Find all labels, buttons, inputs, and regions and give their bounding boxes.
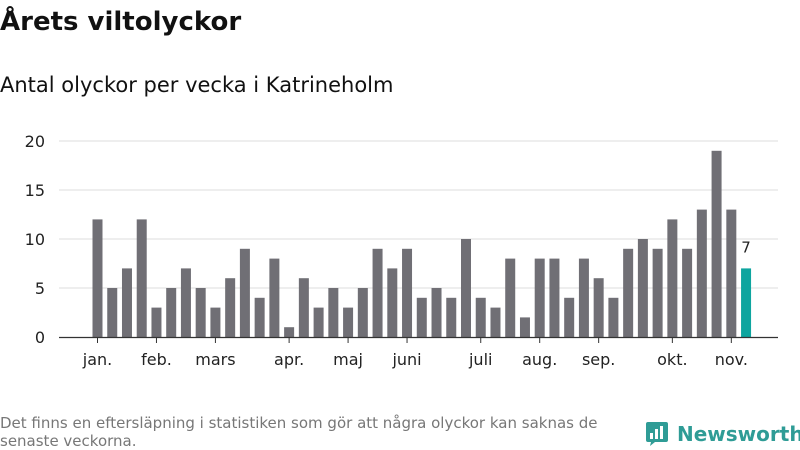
bar-week-21 <box>387 268 398 337</box>
bar-week-39 <box>652 248 663 337</box>
bar-week-23 <box>416 297 427 337</box>
bar-week-25 <box>446 297 457 337</box>
bar-week-40 <box>667 219 678 337</box>
bar-week-13 <box>269 258 280 337</box>
bar-week-19 <box>357 288 368 337</box>
bar-chart-logo-icon <box>646 422 668 446</box>
bar-week-22 <box>402 248 413 337</box>
bar-week-41 <box>682 248 693 337</box>
bar-week-30 <box>519 317 530 337</box>
bar-week-26 <box>461 239 471 337</box>
bar-week-29 <box>505 258 516 337</box>
bar-week-31 <box>534 258 545 337</box>
bar-week-3 <box>121 268 132 337</box>
bar-week-33 <box>564 297 575 337</box>
x-tick-label-nov: nov. <box>715 350 748 369</box>
newsworthy-logo: Newsworthy <box>645 421 800 447</box>
bar-week-38 <box>637 239 648 337</box>
bar-week-44 <box>726 209 737 337</box>
bar-week-12 <box>254 297 265 337</box>
x-tick-label-feb: feb. <box>141 350 172 369</box>
bar-week-42 <box>696 209 707 337</box>
bar-week-36 <box>608 297 619 337</box>
y-tick-label-10: 10 <box>25 230 45 249</box>
chart-subtitle: Antal olyckor per vecka i Katrineholm <box>0 73 394 97</box>
y-tick-label-0: 0 <box>35 328 45 347</box>
x-tick-label-aug: aug. <box>522 350 557 369</box>
bar-week-2 <box>107 288 118 337</box>
chart-title: Årets viltolyckor <box>0 7 242 37</box>
x-tick-label-mars: mars <box>195 350 235 369</box>
bar-week-28 <box>490 307 501 337</box>
bar-week-45 <box>741 268 752 337</box>
x-tick-label-apr: apr. <box>274 350 304 369</box>
x-tick-label-juli: juli <box>468 350 492 369</box>
bar-week-8 <box>195 288 206 337</box>
bar-week-9 <box>210 307 221 337</box>
bar-week-17 <box>328 288 339 337</box>
bar-week-27 <box>475 297 486 337</box>
bar-week-37 <box>623 248 634 337</box>
data-label-last-week: 7 <box>741 238 751 256</box>
bar-week-4 <box>136 219 147 337</box>
bar-week-5 <box>151 307 162 337</box>
bar-week-7 <box>180 268 191 337</box>
bar-chart: 0 5 10 15 20 jan. feb. mars apr. maj juni juli aug. s… <box>25 132 778 369</box>
bar-week-24 <box>431 288 442 337</box>
bar-week-18 <box>343 307 354 337</box>
bar-week-16 <box>313 307 324 337</box>
y-tick-label-20: 20 <box>25 132 45 151</box>
bar-week-6 <box>166 288 177 337</box>
bar-week-10 <box>225 278 236 337</box>
bar-week-14 <box>284 327 295 337</box>
x-tick-label-okt: okt. <box>657 350 687 369</box>
bar-week-32 <box>549 258 560 337</box>
bar-week-11 <box>239 248 250 337</box>
bar-week-20 <box>372 248 383 337</box>
bar-week-1 <box>92 219 103 337</box>
bar-week-34 <box>578 258 589 337</box>
x-tick-label-jan: jan. <box>82 350 112 369</box>
bar-week-35 <box>593 278 604 337</box>
brand-name: Newsworthy <box>677 422 800 446</box>
footnote: Det finns en eftersläpning i statistiken… <box>0 414 598 450</box>
y-tick-label-5: 5 <box>35 279 45 298</box>
bar-week-43 <box>711 150 722 337</box>
x-tick-label-juni: juni <box>391 350 421 369</box>
x-tick-label-sep: sep. <box>582 350 615 369</box>
bar-week-15 <box>298 278 309 337</box>
x-tick-label-maj: maj <box>333 350 363 369</box>
y-tick-label-15: 15 <box>25 181 45 200</box>
